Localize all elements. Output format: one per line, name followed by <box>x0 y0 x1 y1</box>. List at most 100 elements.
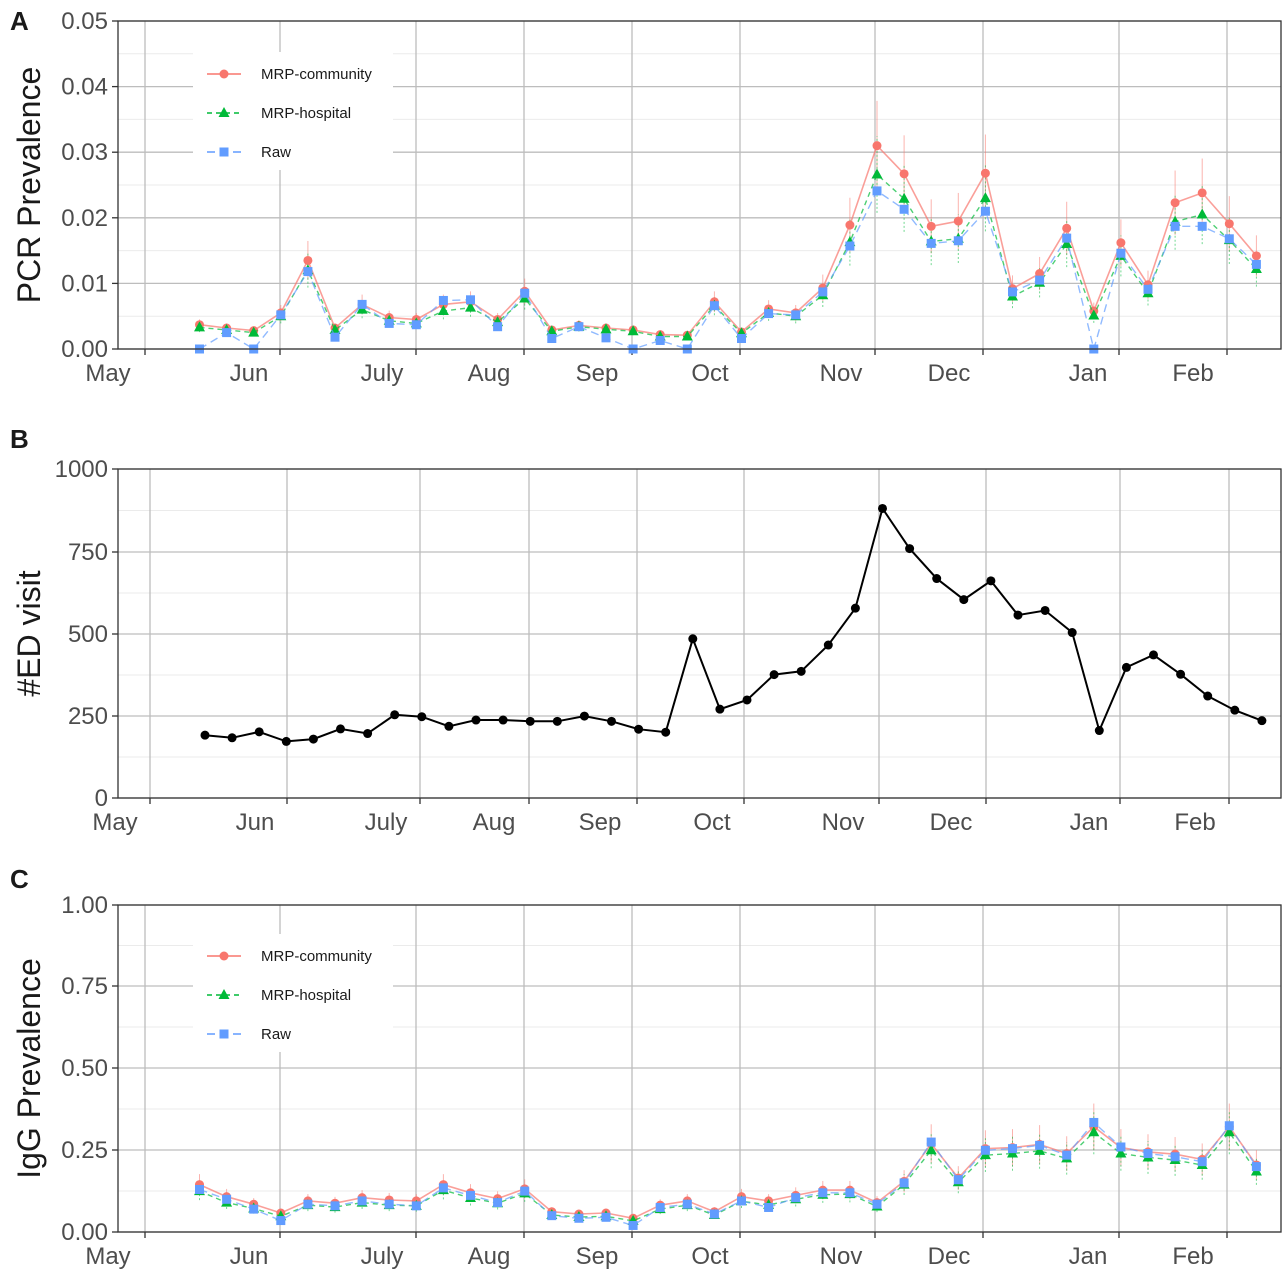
y-tick-label: 0.00 <box>61 336 108 363</box>
x-tick-label: Jan <box>1069 360 1108 387</box>
data-point-ed <box>390 710 400 720</box>
data-point-hospital <box>1223 1126 1235 1137</box>
legend-key-marker-hospital <box>218 107 230 117</box>
data-point-raw <box>791 310 801 320</box>
data-point-ed <box>281 736 291 746</box>
data-point-ed <box>1067 628 1077 638</box>
data-point-raw <box>682 1199 692 1209</box>
data-point-raw <box>1170 221 1180 231</box>
y-tick-label: 0.50 <box>61 1055 108 1082</box>
data-point-raw <box>547 1211 557 1221</box>
x-tick-label: Oct <box>691 1243 729 1270</box>
data-point-ed <box>1013 610 1023 620</box>
data-point-raw <box>276 310 286 320</box>
data-point-community <box>303 255 313 265</box>
data-point-hospital <box>1196 208 1208 219</box>
data-point-raw <box>520 1186 530 1196</box>
x-tick-label: Jan <box>1070 809 1109 836</box>
data-point-raw <box>357 1196 367 1206</box>
data-point-ed <box>336 724 345 734</box>
data-point-ed <box>1149 650 1158 660</box>
data-point-raw <box>249 1204 259 1214</box>
data-point-ed <box>823 640 833 650</box>
data-point-raw <box>222 328 232 338</box>
series-line-ed <box>204 506 1263 743</box>
data-point-raw <box>1035 1140 1045 1150</box>
x-tick-label: Nov <box>820 360 863 387</box>
data-point-raw <box>764 309 774 319</box>
panel-tag: C <box>10 864 29 894</box>
x-tick-label: Dec <box>928 1243 971 1270</box>
y-tick-label: 0.03 <box>61 139 108 166</box>
data-point-raw <box>926 238 936 248</box>
data-point-community <box>926 221 936 231</box>
data-point-community <box>872 141 882 151</box>
data-point-hospital <box>1061 238 1073 249</box>
data-point-ed <box>688 634 698 644</box>
y-axis-title: PCR Prevalence <box>11 67 47 304</box>
x-tick-label: July <box>365 809 408 836</box>
x-tick-label: July <box>361 360 404 387</box>
data-point-hospital <box>1088 309 1100 320</box>
data-point-ed <box>769 670 779 680</box>
data-point-community <box>1224 219 1234 229</box>
data-point-ed <box>200 730 210 740</box>
legend-label-community: MRP-community <box>261 66 372 83</box>
data-point-raw <box>899 1178 909 1188</box>
data-point-ed <box>742 695 752 705</box>
legend: MRP-community MRP-hospital Raw <box>193 52 393 170</box>
y-tick-label: 0.04 <box>61 74 108 101</box>
data-point-raw <box>601 1212 611 1222</box>
data-point-raw <box>899 204 909 214</box>
x-tick-label: Jan <box>1069 1243 1108 1270</box>
y-tick-label: 0 <box>95 785 108 812</box>
x-tick-label: Sep <box>576 1243 619 1270</box>
data-point-ed <box>552 716 562 726</box>
legend-key-marker-community <box>219 69 229 79</box>
data-point-raw <box>1008 1144 1017 1154</box>
data-point-raw <box>845 1188 855 1198</box>
panel-border <box>117 468 1282 799</box>
data-point-raw <box>845 241 855 251</box>
data-point-raw <box>709 301 719 311</box>
data-point-raw <box>330 1201 340 1211</box>
data-point-ed <box>444 721 454 731</box>
data-point-ed <box>986 576 996 586</box>
data-point-raw <box>574 322 584 332</box>
legend-label-raw: Raw <box>261 144 291 161</box>
x-tick-label: Jun <box>236 809 275 836</box>
y-tick-label: 1000 <box>55 456 108 483</box>
data-point-raw <box>1197 1157 1207 1167</box>
data-point-hospital <box>1034 1144 1046 1155</box>
data-point-ed <box>525 716 535 726</box>
data-point-hospital <box>898 192 910 203</box>
data-point-community <box>953 216 963 226</box>
x-tick-label: Aug <box>468 360 511 387</box>
data-point-raw <box>303 1199 313 1209</box>
x-tick-label: Dec <box>928 360 971 387</box>
data-point-raw <box>384 318 394 328</box>
x-tick-label: Oct <box>693 809 731 836</box>
data-point-raw <box>330 332 340 342</box>
x-tick-label: Aug <box>473 809 516 836</box>
panel-tag: A <box>10 6 29 36</box>
data-point-ed <box>661 727 671 737</box>
data-point-hospital <box>194 321 205 332</box>
legend-label-raw: Raw <box>261 1026 291 1043</box>
data-point-raw <box>628 1220 638 1230</box>
x-tick-label: Sep <box>576 360 619 387</box>
data-point-raw <box>276 1216 286 1226</box>
data-point-raw <box>1116 1142 1126 1152</box>
data-point-ed <box>1257 716 1267 726</box>
x-tick-label: Aug <box>468 1243 511 1270</box>
x-tick-label: Nov <box>820 1243 863 1270</box>
data-point-raw <box>520 288 530 298</box>
data-point-community <box>1062 223 1072 233</box>
data-point-raw <box>1062 233 1072 243</box>
data-point-raw <box>357 299 367 309</box>
data-point-hospital <box>1088 1126 1100 1137</box>
data-point-raw <box>1116 248 1126 258</box>
legend-key-marker-community <box>219 951 229 961</box>
data-point-raw <box>737 1196 746 1206</box>
data-point-ed <box>1203 691 1213 701</box>
